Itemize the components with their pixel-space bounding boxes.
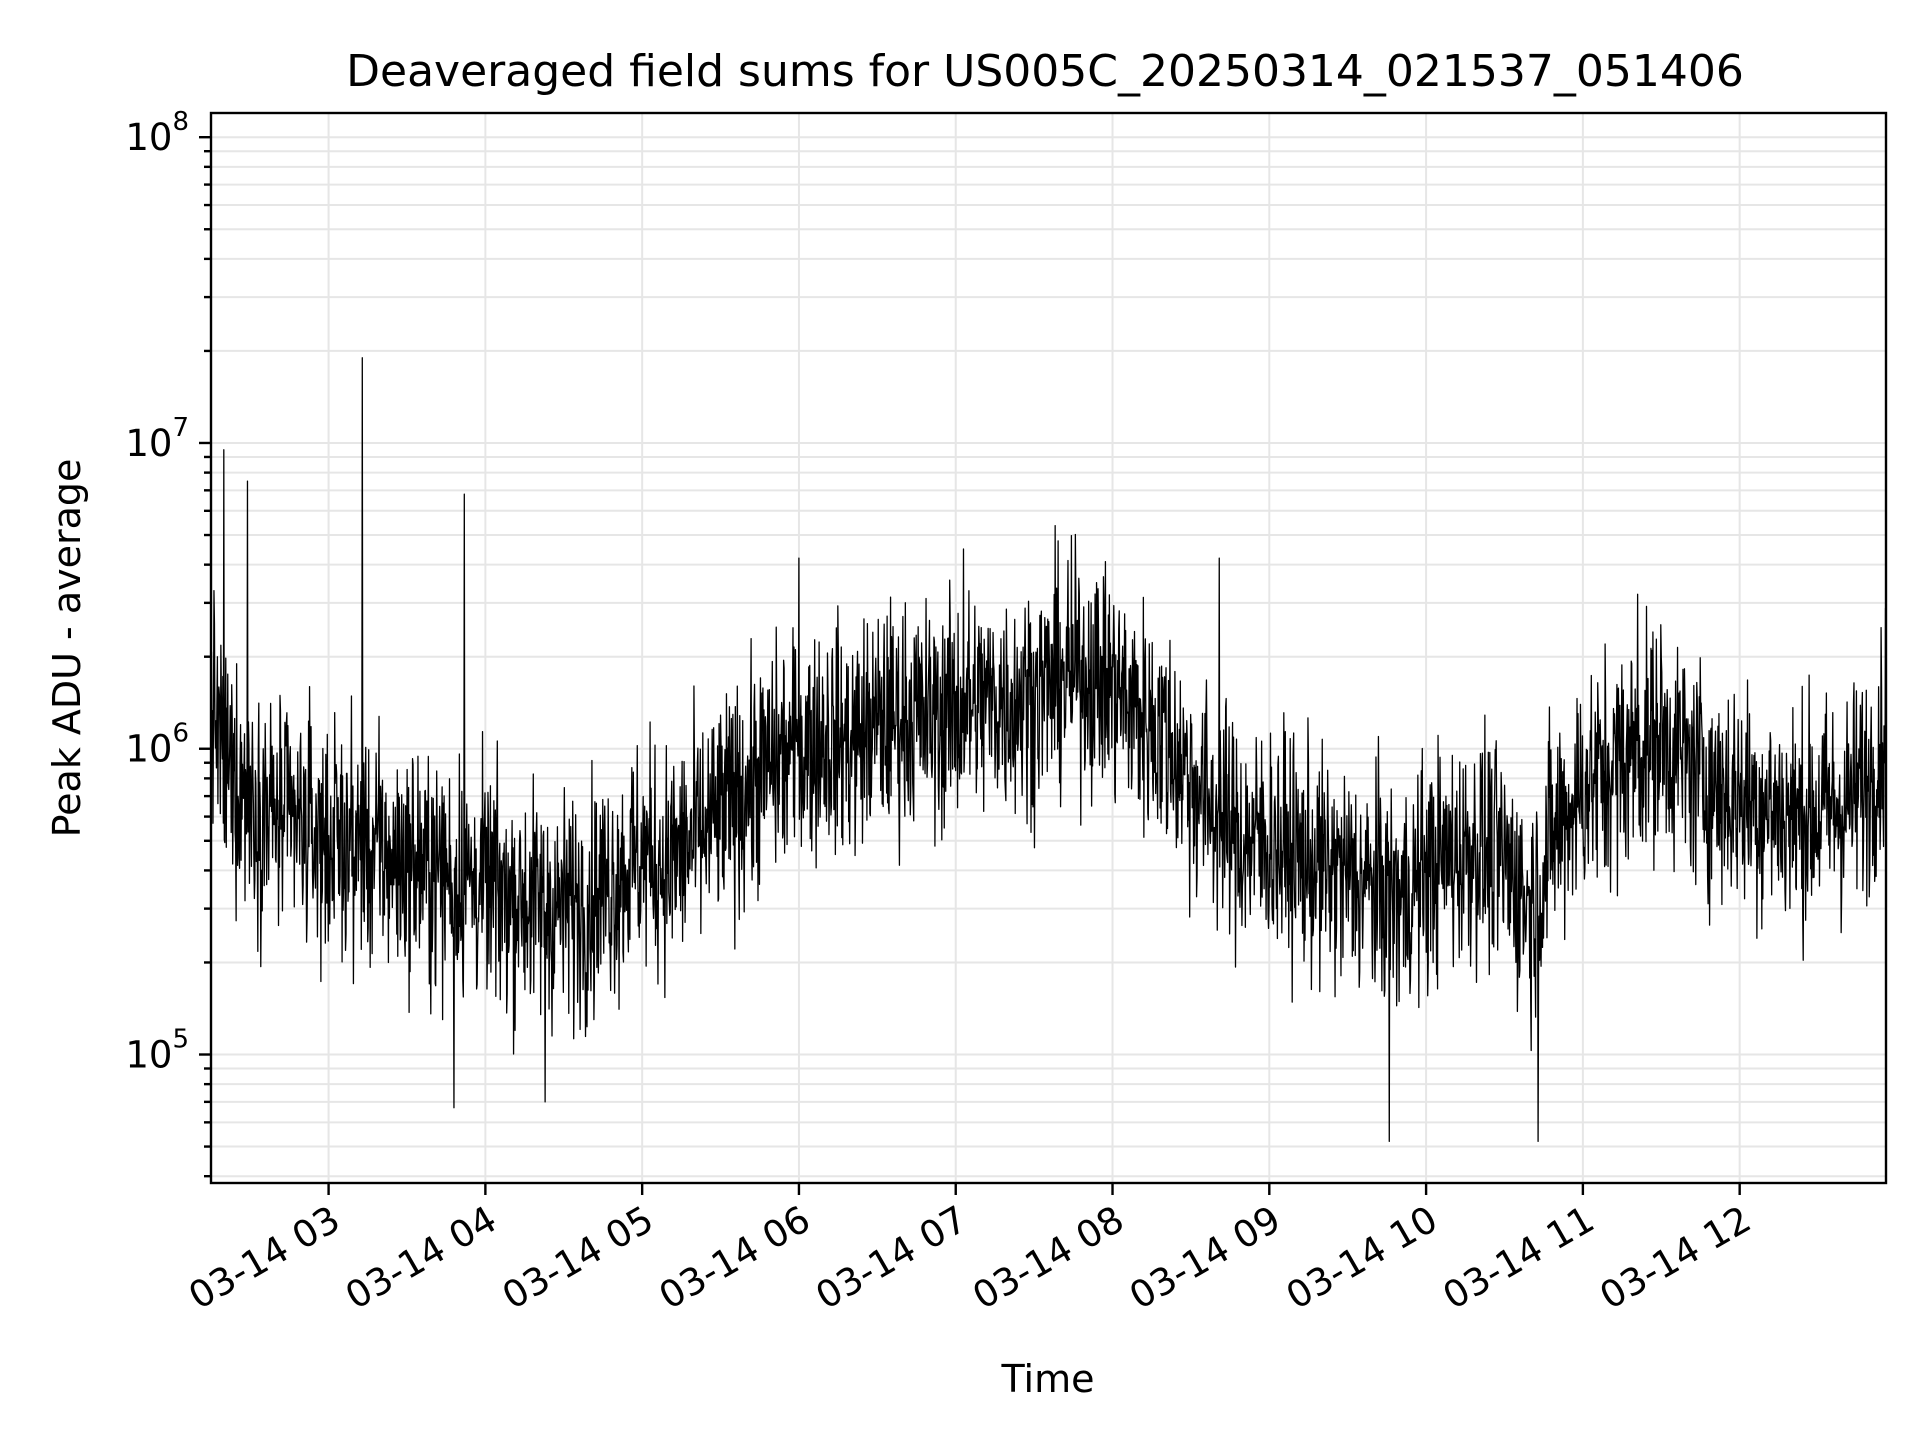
chart-title: Deaveraged field sums for US005C_2025031… (346, 46, 1744, 97)
plot-frame (209, 111, 1888, 1185)
y-axis-label: Peak ADU - average (45, 459, 89, 838)
series-layer (211, 357, 1886, 1142)
series-line (211, 357, 1886, 1142)
y-tick-label: 108 (125, 107, 189, 159)
x-axis-label: Time (1001, 1357, 1095, 1401)
y-tick-label: 107 (125, 413, 189, 465)
y-tick-label: 105 (125, 1025, 189, 1077)
y-tick-label: 106 (125, 719, 189, 771)
